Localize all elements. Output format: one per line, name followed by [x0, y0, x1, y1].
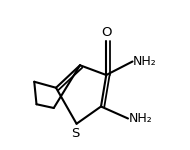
- Text: S: S: [72, 128, 80, 140]
- Text: NH₂: NH₂: [129, 112, 153, 125]
- Text: O: O: [101, 26, 112, 39]
- Text: NH₂: NH₂: [133, 55, 156, 68]
